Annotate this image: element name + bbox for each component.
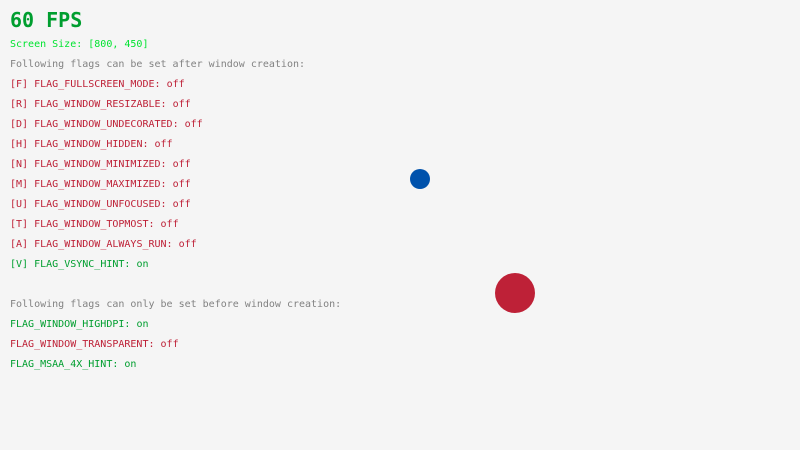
flag-row: [M] FLAG_WINDOW_MAXIMIZED: off (10, 179, 191, 190)
flag-key: [V] (10, 259, 29, 270)
flag-name: FLAG_WINDOW_MINIMIZED (34, 159, 161, 170)
flag-name: FLAG_WINDOW_TOPMOST (34, 219, 149, 230)
flag-key: [N] (10, 159, 29, 170)
flag-row: FLAG_MSAA_4X_HINT: on (10, 359, 137, 370)
fps-counter: 60 FPS (10, 8, 83, 32)
flag-key: [D] (10, 119, 29, 130)
screen-size: Screen Size: [800, 450] (10, 39, 149, 50)
flag-row: [T] FLAG_WINDOW_TOPMOST: off (10, 219, 179, 230)
flag-row: [V] FLAG_VSYNC_HINT: on (10, 259, 149, 270)
flag-row: [H] FLAG_WINDOW_HIDDEN: off (10, 139, 173, 150)
flag-state: off (178, 239, 197, 250)
flag-row: [A] FLAG_WINDOW_ALWAYS_RUN: off (10, 239, 197, 250)
flag-name: FLAG_WINDOW_UNFOCUSED (34, 199, 161, 210)
flag-name: FLAG_FULLSCREEN_MODE (34, 79, 155, 90)
blue-ball (410, 169, 430, 189)
flag-row: FLAG_WINDOW_HIGHDPI: on (10, 319, 149, 330)
flag-state: on (124, 359, 137, 370)
flag-key: [M] (10, 179, 29, 190)
flag-name: FLAG_WINDOW_HIGHDPI (10, 319, 125, 330)
flag-state: off (172, 179, 191, 190)
flag-name: FLAG_VSYNC_HINT (34, 259, 125, 270)
flag-row: [R] FLAG_WINDOW_RESIZABLE: off (10, 99, 191, 110)
flag-row: [N] FLAG_WINDOW_MINIMIZED: off (10, 159, 191, 170)
flag-row: FLAG_WINDOW_TRANSPARENT: off (10, 339, 179, 350)
flag-name: FLAG_WINDOW_UNDECORATED (34, 119, 173, 130)
flag-name: FLAG_WINDOW_MAXIMIZED (34, 179, 161, 190)
flag-row: [F] FLAG_FULLSCREEN_MODE: off (10, 79, 185, 90)
flag-name: FLAG_MSAA_4X_HINT (10, 359, 113, 370)
flag-key: [F] (10, 79, 29, 90)
flag-state: off (172, 159, 191, 170)
flag-state: off (184, 119, 203, 130)
flag-key: [H] (10, 139, 29, 150)
flag-state: off (154, 139, 173, 150)
red-ball (495, 273, 535, 313)
flag-key: [U] (10, 199, 29, 210)
flag-name: FLAG_WINDOW_TRANSPARENT (10, 339, 149, 350)
before-creation-header: Following flags can only be set before w… (10, 299, 342, 310)
flag-state: on (136, 319, 149, 330)
after-creation-header: Following flags can be set after window … (10, 59, 306, 70)
flag-key: [R] (10, 99, 29, 110)
flag-row: [D] FLAG_WINDOW_UNDECORATED: off (10, 119, 203, 130)
flag-state: off (160, 219, 179, 230)
flag-key: [A] (10, 239, 29, 250)
flag-name: FLAG_WINDOW_ALWAYS_RUN (34, 239, 167, 250)
flag-name: FLAG_WINDOW_RESIZABLE (34, 99, 161, 110)
flag-state: off (172, 99, 191, 110)
flag-key: [T] (10, 219, 29, 230)
flag-row: [U] FLAG_WINDOW_UNFOCUSED: off (10, 199, 191, 210)
flag-state: off (160, 339, 179, 350)
flag-name: FLAG_WINDOW_HIDDEN (34, 139, 143, 150)
flag-state: off (172, 199, 191, 210)
flag-state: off (166, 79, 185, 90)
flag-state: on (136, 259, 149, 270)
